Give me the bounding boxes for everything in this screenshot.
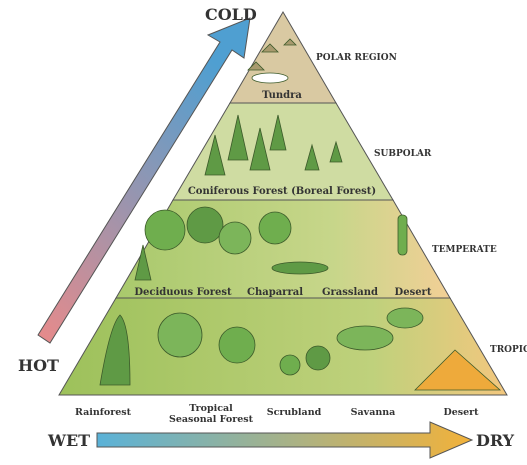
biome-label: Chaparral xyxy=(247,287,303,298)
zone-label: TROPIC xyxy=(490,345,527,355)
label-line: Seasonal Forest xyxy=(169,414,254,425)
biome-label: Coniferous Forest (Boreal Forest) xyxy=(188,186,376,197)
biome-label: Savanna xyxy=(351,407,396,418)
zone-label: SUBPOLAR xyxy=(374,149,432,159)
hot-label: HOT xyxy=(18,356,59,375)
dry-arrow xyxy=(97,422,472,458)
biome-label: Tundra xyxy=(262,90,302,101)
dry-label: DRY xyxy=(476,431,515,450)
biome-label: Desert xyxy=(395,287,432,298)
biome-label: Grassland xyxy=(322,287,378,298)
zone-label: TEMPERATE xyxy=(432,245,497,255)
biome-label: Deciduous Forest xyxy=(134,287,232,298)
label-line: Tropical xyxy=(189,403,233,414)
cold-label: COLD xyxy=(205,5,257,24)
biome-label: Rainforest xyxy=(75,407,132,418)
biome-label: Scrubland xyxy=(267,407,322,418)
zone-label: POLAR REGION xyxy=(316,53,397,63)
biome-label: Desert xyxy=(443,407,479,418)
biome-diagram: COLD HOT WET DRY POLAR REGION SUBPOLAR T… xyxy=(0,0,527,465)
wet-label: WET xyxy=(47,431,90,450)
